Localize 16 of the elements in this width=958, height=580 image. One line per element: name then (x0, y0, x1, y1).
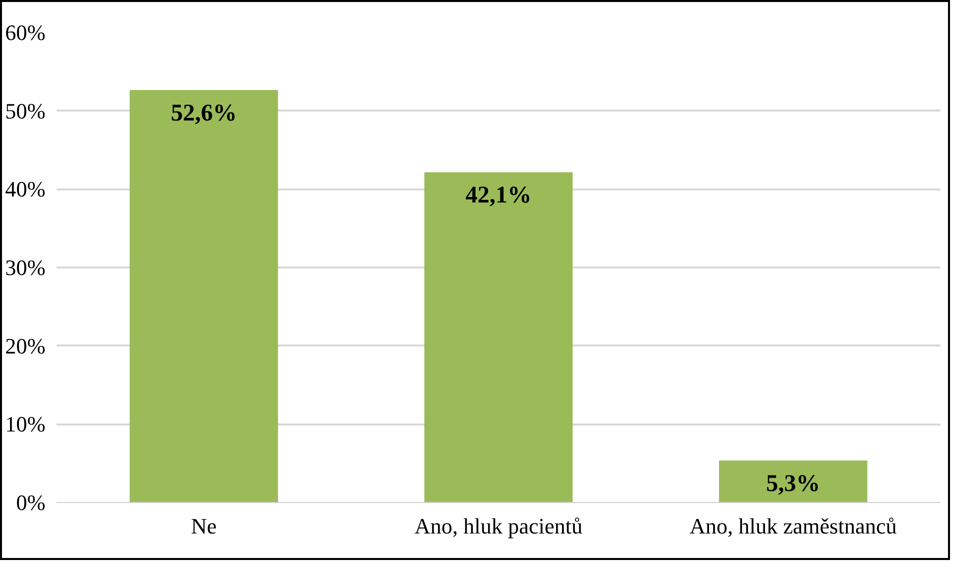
y-tick-label: 0% (16, 490, 46, 515)
bar (424, 172, 573, 502)
y-tick-label: 50% (5, 98, 46, 124)
x-tick-label: Ano, hluk pacientů (414, 514, 583, 538)
x-tick-label: Ano, hluk zaměstnanců (690, 514, 897, 538)
bar (719, 460, 868, 502)
data-label: 52,6% (170, 100, 237, 126)
y-tick-label: 20% (5, 333, 46, 358)
data-label: 42,1% (466, 182, 532, 209)
y-tick-label: 10% (5, 412, 46, 437)
bar (130, 90, 278, 502)
x-tick-label: Ne (191, 514, 217, 538)
y-tick-label: 30% (5, 255, 46, 280)
y-tick-label: 60% (5, 20, 46, 45)
data-label: 5,3% (766, 470, 820, 497)
y-tick-label: 40% (5, 176, 46, 202)
